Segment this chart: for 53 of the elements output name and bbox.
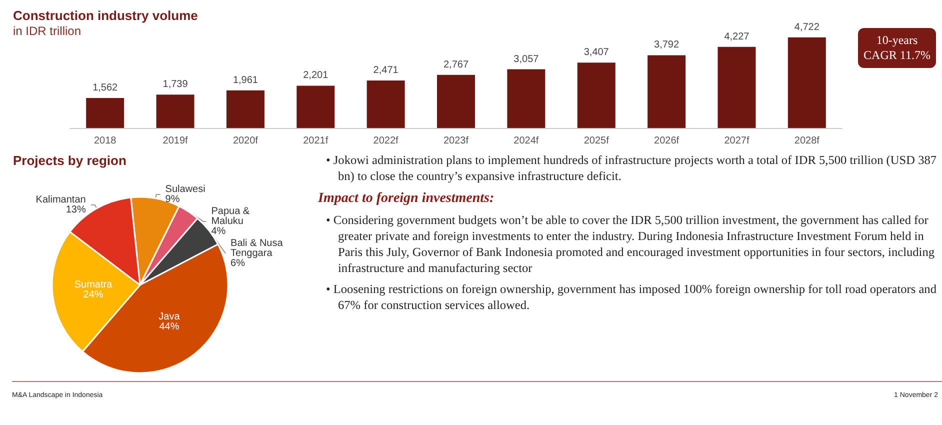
x-tick-label: 2027f <box>724 136 750 146</box>
x-tick-label: 2020f <box>232 136 258 146</box>
data-label: 1,739 <box>162 79 188 90</box>
bar <box>296 86 335 128</box>
x-tick-label: 2026f <box>654 136 680 146</box>
x-tick-label: 2023f <box>443 136 469 146</box>
data-label: 1,562 <box>92 82 118 94</box>
x-tick-label: 2021f <box>303 136 328 146</box>
text: Impact to foreign investments: <box>318 190 496 208</box>
x-tick-label: 2025f <box>584 136 610 146</box>
bar <box>86 98 124 128</box>
slice-label: Sumatra <box>74 279 113 290</box>
slice-label: Papua & Maluku <box>211 206 252 227</box>
data-label: 3,792 <box>654 40 680 51</box>
chart-title: Construction industry volume <box>13 8 198 23</box>
slice-label: Sulawesi <box>165 184 206 195</box>
bar <box>788 37 826 128</box>
x-tick-label: 2018 <box>94 136 117 146</box>
slice-label: Kalimantan <box>36 194 86 206</box>
bar <box>366 80 405 128</box>
bar <box>648 55 686 128</box>
data-label: 4,227 <box>724 31 750 42</box>
bar <box>507 69 546 128</box>
text: • Considering government budgets won’t be able to cover the IDR 5,500 trillion investment, the government has called for greater private and foreign investments to enter the industry. During Indonesia Infrastructure Investment Forum held in Paris this July, Governor of Bank Indonesia promoted and encouraged investment opportunities in four sectors, including infrastructure and manufacturing sector <box>326 213 936 278</box>
data-label: 2,471 <box>373 65 399 76</box>
slice-label: Bali & Nusa Tenggara <box>230 238 286 259</box>
x-tick-label: 2024f <box>514 136 539 146</box>
x-tick-label: 2022f <box>373 136 399 146</box>
text: • Loosening restrictions on foreign ownership, government has imposed 100% foreign ownership for toll road operators and 67% for construction services allowed. <box>326 282 938 314</box>
data-label: 3,407 <box>584 47 610 58</box>
bar <box>226 90 264 128</box>
text: • Jokowi administration plans to implement hundreds of infrastructure projects worth a total of IDR 5,500 trillion (USD 387 bn) to close the country’s expansive infrastructure deficit. <box>326 153 938 185</box>
data-label: 1,961 <box>232 74 258 86</box>
bar <box>156 94 194 128</box>
bar <box>718 46 756 128</box>
data-label: 4% <box>211 226 226 237</box>
x-tick-label: 2028f <box>794 136 820 146</box>
data-label: 3,057 <box>514 54 540 65</box>
data-label: 2,767 <box>443 59 469 70</box>
data-label: 44% <box>159 321 180 332</box>
chart-subtitle: in IDR trillion <box>13 24 82 38</box>
chart-title: Projects by region <box>13 153 126 168</box>
text: 10-years CAGR 11.7% <box>858 28 936 68</box>
data-label: 24% <box>83 289 104 300</box>
x-tick-label: 2019f <box>162 136 188 146</box>
data-label: 6% <box>230 258 246 269</box>
data-label: 9% <box>165 194 180 205</box>
data-label: 2,201 <box>303 70 329 82</box>
bar <box>577 62 616 128</box>
slice-label: Java <box>158 311 180 322</box>
data-label: 13% <box>66 204 86 216</box>
data-label: 4,722 <box>794 22 820 33</box>
bar <box>437 74 475 128</box>
